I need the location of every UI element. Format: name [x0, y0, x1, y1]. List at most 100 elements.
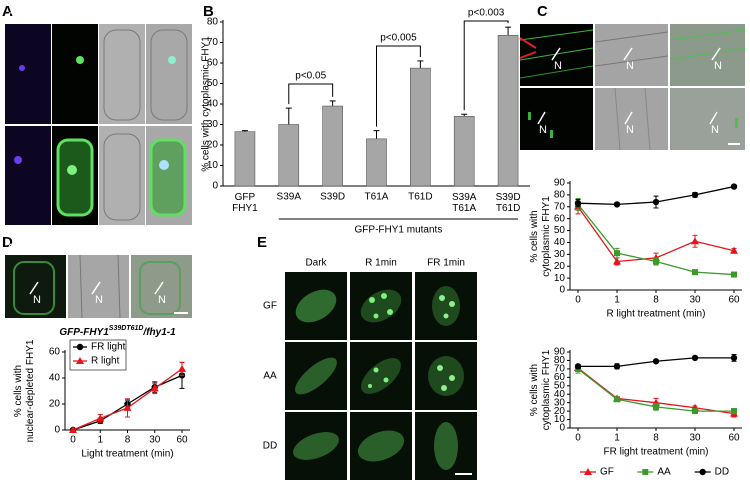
marker: [69, 426, 77, 433]
y-axis-label: % cells withcytoplasmic FHY1: [529, 196, 552, 277]
significance-label: p<0.05: [295, 71, 326, 82]
marker: [652, 358, 660, 365]
y-tick-label: 20: [207, 140, 219, 151]
y-tick-label: 70: [554, 364, 566, 375]
image-label: Merge: [688, 11, 719, 23]
series: [574, 183, 738, 209]
y-tick-label: 50: [554, 225, 566, 236]
image-label: Merge: [151, 11, 182, 23]
panel-letter: D: [2, 234, 13, 251]
y-tick-label: 40: [554, 389, 566, 400]
y-tick-label: 30: [554, 397, 566, 408]
x-tick-label: 1: [614, 433, 620, 444]
nucleus-marker: N: [33, 294, 41, 306]
image-label: GFP: [545, 11, 568, 23]
y-tick-label: 0: [559, 423, 565, 434]
x-tick-label: 0: [575, 295, 581, 306]
series: [69, 361, 186, 433]
x-tick-label: S39A: [277, 192, 302, 203]
significance-bracket: [463, 20, 509, 111]
marker: [692, 408, 698, 415]
marker: [653, 403, 659, 410]
bar: [234, 131, 256, 187]
y-tick-label: 60: [207, 58, 219, 69]
marker: [731, 408, 737, 415]
series: [575, 364, 737, 415]
title-main: GFP-FHY1: [59, 327, 109, 338]
x-tick-label: 60: [176, 435, 188, 446]
panel-letter: B: [203, 3, 214, 20]
y-tick-label: 50: [554, 380, 566, 391]
x-tick-label: 1: [97, 435, 103, 446]
marker: [150, 384, 159, 392]
marker: [123, 403, 132, 411]
y-tick-label: 10: [554, 414, 566, 425]
x-tick-label: 30: [689, 295, 701, 306]
bar: [278, 124, 300, 187]
marker: [76, 357, 84, 364]
panel-letter: E: [257, 234, 267, 251]
marker: [584, 468, 592, 475]
nucleus-marker: N: [626, 60, 634, 72]
y-tick-label: 20: [554, 261, 566, 272]
row-label: GF: [263, 301, 277, 312]
significance-label: p<0.005: [380, 33, 417, 44]
marker: [730, 354, 738, 362]
bar: [497, 35, 519, 187]
y-tick-label: 70: [554, 201, 566, 212]
marker: [613, 363, 621, 370]
marker: [614, 396, 620, 403]
x-tick-label: 60: [728, 433, 740, 444]
image-label: DIC: [620, 11, 639, 23]
column-label: R 1min: [365, 258, 397, 269]
marker: [96, 414, 105, 422]
y-tick-label: 60: [554, 213, 566, 224]
y-tick-label: 90: [554, 347, 566, 358]
significance-label: p<0.003: [468, 8, 505, 19]
y-tick-label: 40: [554, 237, 566, 248]
y-tick-label: 70: [207, 37, 219, 48]
panel-d-images: [5, 254, 192, 319]
row-label: DD: [263, 441, 277, 452]
title-superscript: S39DT61D: [109, 325, 144, 332]
nucleus-marker: N: [714, 60, 722, 72]
panel-c-images: [519, 24, 746, 151]
marker: [76, 343, 84, 351]
y-tick-label: 0: [54, 425, 60, 436]
x-tick-label: 1: [614, 295, 620, 306]
bar: [322, 105, 343, 187]
significance-bracket: [376, 45, 421, 127]
x-tick-label: 30: [149, 435, 161, 446]
marker: [730, 183, 738, 190]
y-tick-label: 90: [554, 178, 566, 189]
marker: [574, 200, 582, 207]
x-tick-label: T61D: [408, 192, 432, 203]
image-label: DIC: [106, 11, 125, 23]
x-tick-label: 0: [70, 435, 76, 446]
x-tick-label: 8: [653, 295, 659, 306]
significance-bracket: [288, 83, 334, 105]
y-axis-label: % cells withnuclear-depleted FHY1: [13, 339, 36, 442]
column-label: Dark: [305, 258, 327, 269]
marker: [730, 246, 738, 254]
x-tick-label: 8: [653, 433, 659, 444]
marker: [691, 191, 699, 199]
marker: [731, 271, 737, 278]
panel-letter: A: [2, 3, 13, 20]
bar: [410, 67, 431, 187]
legend-label: GF: [600, 467, 614, 478]
image-label: DIC: [82, 242, 101, 254]
x-tick-label: T61A: [365, 192, 389, 203]
bar: [366, 138, 387, 187]
x-tick-label: 30: [689, 433, 701, 444]
marker: [178, 364, 186, 372]
chart-title: GFP-FHY1S39DT61D/fhy1-1: [59, 325, 176, 338]
x-tick-label: 0: [575, 433, 581, 444]
marker: [699, 468, 706, 476]
series: [574, 354, 738, 370]
y-tick-label: 0: [559, 285, 565, 296]
nucleus-marker: N: [711, 124, 719, 136]
marker: [652, 198, 660, 206]
y-tick-label: 80: [554, 355, 566, 366]
